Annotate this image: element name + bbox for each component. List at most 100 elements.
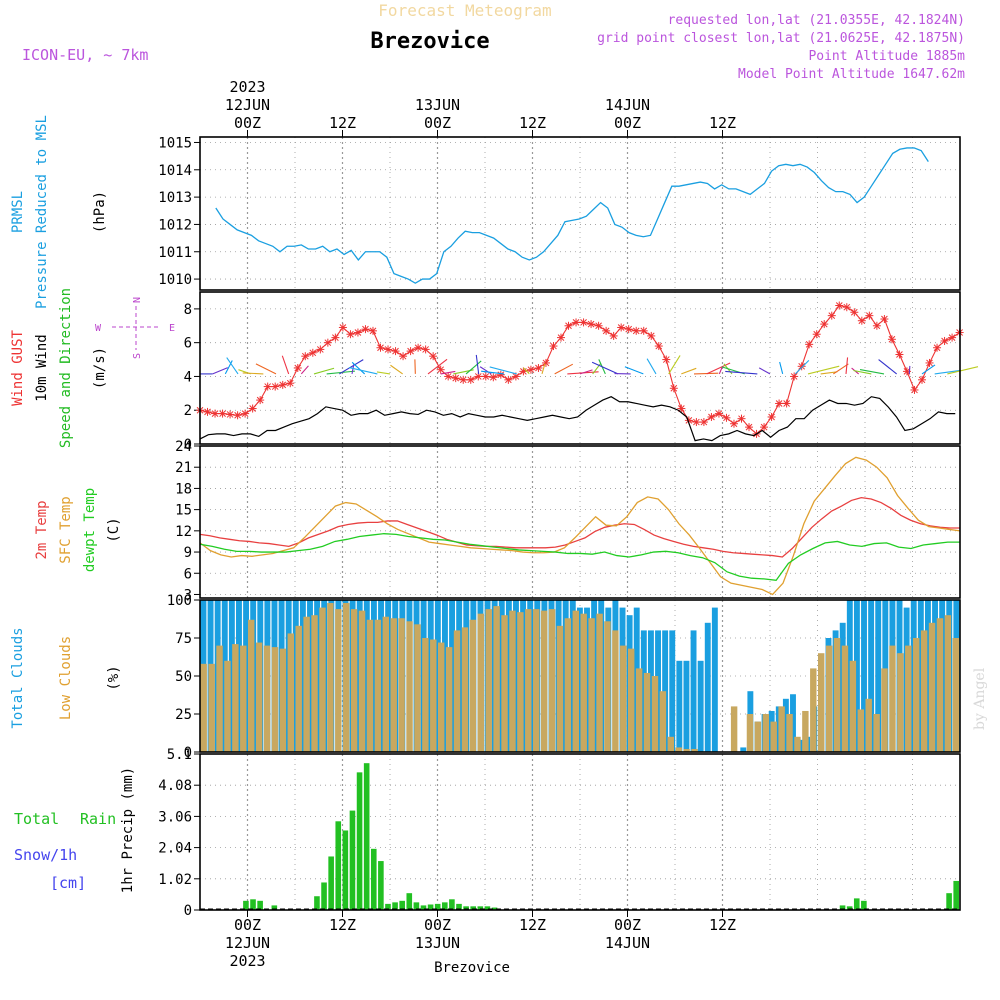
wind-direction-arrow xyxy=(859,369,885,375)
gust-point xyxy=(933,343,942,352)
precip-ytick-label: 3.06 xyxy=(158,809,192,825)
low-cloud-bar xyxy=(936,618,944,752)
wind-panel: 0 2 4 6 8 xyxy=(184,291,979,453)
low-cloud-bar xyxy=(525,609,532,752)
low-cloud-bar xyxy=(778,706,785,752)
low-cloud-bar xyxy=(548,609,556,752)
low-cloud-bar xyxy=(350,609,358,752)
rain-bar xyxy=(946,893,952,910)
gust-point xyxy=(775,399,784,408)
rain-bar xyxy=(449,899,455,910)
total-cloud-bar xyxy=(704,622,711,752)
low-cloud-bar xyxy=(501,615,508,752)
x-date-top: 14JUN xyxy=(605,96,650,114)
low-cloud-bar xyxy=(596,613,603,752)
low-cloud-bar xyxy=(659,691,667,752)
total-cloud-bar xyxy=(861,600,867,752)
low-cloud-bar xyxy=(208,663,215,752)
x-year-top: 2023 xyxy=(229,78,265,96)
pressure-ytick-label: 1012 xyxy=(158,217,192,233)
x-label-bottom: 00Z xyxy=(424,916,451,934)
total-cloud-bar xyxy=(875,600,882,752)
wind-direction-arrow xyxy=(624,366,644,375)
low-cloud-bar xyxy=(635,668,643,752)
rain-bar xyxy=(328,856,334,910)
gust-point xyxy=(451,374,460,383)
gust-point xyxy=(624,325,633,334)
gust-point xyxy=(226,410,235,419)
wind-direction-arrow xyxy=(226,357,239,375)
wind-direction-arrow xyxy=(668,355,681,375)
total-cloud-bar xyxy=(690,630,697,752)
low-cloud-bar xyxy=(825,645,833,752)
temp-ylabel-2m: 2m Temp xyxy=(34,500,50,559)
temp-dew-line xyxy=(199,533,960,582)
precip-panel: 0 1.02 2.04 3.06 4.08 5.1 xyxy=(158,747,961,919)
gust-point xyxy=(707,412,716,421)
low-cloud-bar xyxy=(469,619,477,752)
temp-ylabel-dew: dewpt Temp xyxy=(82,488,98,572)
gust-point xyxy=(948,333,957,342)
x-date-top: 12JUN xyxy=(225,96,270,114)
gust-point xyxy=(790,372,799,381)
wind-ylabel-gust: Wind GUST xyxy=(10,330,26,406)
low-cloud-bar xyxy=(398,618,405,752)
pressure-ytick-label: 1015 xyxy=(158,135,192,151)
gust-point xyxy=(368,326,377,335)
pressure-ytick-label: 1014 xyxy=(158,163,192,179)
x-label-top: 12Z xyxy=(329,114,356,132)
wind-direction-arrow xyxy=(481,370,505,375)
low-cloud-bar xyxy=(556,625,564,752)
x-label-top: 12Z xyxy=(709,114,736,132)
wind-direction-arrow xyxy=(579,369,593,375)
total-cloud-bar xyxy=(669,630,676,752)
low-cloud-bar xyxy=(287,633,294,752)
low-cloud-bar xyxy=(406,621,413,752)
gust-point xyxy=(654,342,663,351)
gust-point xyxy=(842,303,851,312)
gust-point xyxy=(278,380,287,389)
x-label-top: 00Z xyxy=(234,114,261,132)
precip-ytick-label: 4.08 xyxy=(158,778,192,794)
gust-point xyxy=(782,399,791,408)
cloud-ylabel-total: Total Clouds xyxy=(10,627,26,728)
low-cloud-bar xyxy=(390,618,397,752)
temp-labels: 2m Temp SFC Temp dewpt Temp (C) xyxy=(34,488,122,572)
rain-bar xyxy=(846,906,853,910)
gust-point xyxy=(406,347,415,356)
total-cloud-bar xyxy=(740,747,747,752)
footer-location: Brezovice xyxy=(434,960,510,976)
x-date-top: 13JUN xyxy=(415,96,460,114)
rain-bar xyxy=(861,900,867,910)
wind-direction-arrow xyxy=(242,372,264,375)
total-cloud-bar xyxy=(647,630,654,752)
cloud-labels: Total Clouds Low Clouds (%) xyxy=(10,627,122,728)
total-cloud-bar xyxy=(513,600,519,752)
temperature-ytick-label: 18 xyxy=(175,481,192,497)
gust-point xyxy=(579,318,588,327)
total-cloud-bar xyxy=(790,694,796,752)
wind-direction-arrow xyxy=(224,360,233,375)
wind-direction-arrow xyxy=(427,358,448,375)
rain-bar xyxy=(953,880,959,910)
low-cloud-bar xyxy=(263,645,271,752)
gust-point xyxy=(940,336,949,345)
low-cloud-bar xyxy=(905,645,912,752)
model-altitude: Model Point Altitude 1647.62m xyxy=(738,67,965,82)
wind-direction-arrow xyxy=(348,367,378,375)
clouds-ytick-label: 100 xyxy=(167,593,192,609)
temperature-ytick-label: 6 xyxy=(184,566,192,582)
temp-2m-line xyxy=(199,496,960,558)
temperature-ytick-label: 9 xyxy=(184,545,192,561)
wind-ylabel-dir: Speed and Direction xyxy=(58,288,74,448)
low-cloud-bar xyxy=(414,624,421,752)
rain-bar xyxy=(420,905,427,910)
low-cloud-bar xyxy=(746,714,754,752)
low-cloud-bar xyxy=(952,638,959,752)
temperature-ytick-label: 3 xyxy=(184,587,192,603)
rain-bar xyxy=(356,772,363,910)
rain-bar xyxy=(399,900,405,910)
gust-point xyxy=(594,321,603,330)
gust-point xyxy=(760,423,769,432)
